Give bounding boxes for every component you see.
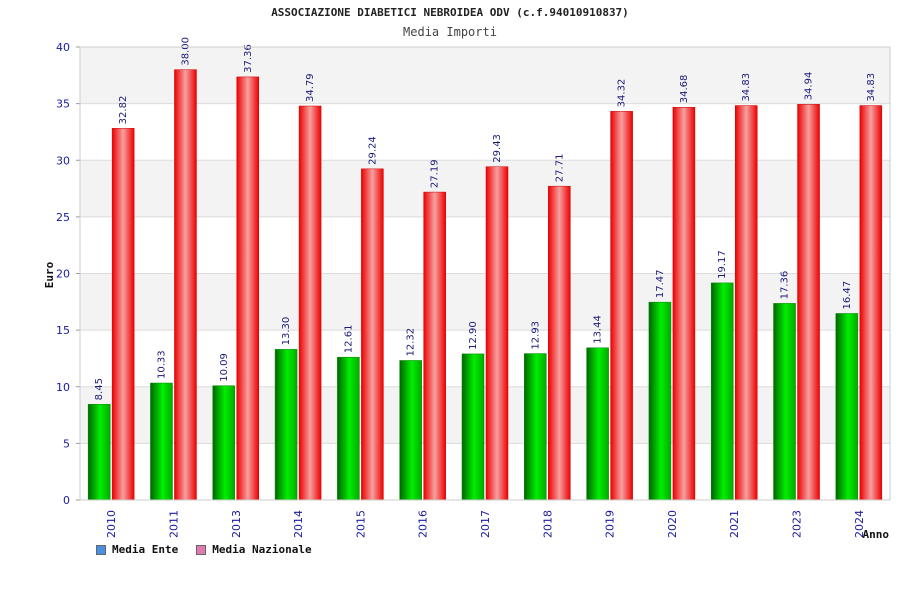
plot-band	[80, 386, 890, 444]
value-label: 37.36	[243, 44, 254, 73]
x-tick-label: 2021	[728, 510, 741, 538]
plot-band	[80, 160, 890, 217]
value-label: 34.68	[679, 75, 690, 104]
legend-swatch-media-nazionale	[196, 544, 207, 555]
bar-media-ente	[337, 356, 360, 501]
bar-media-nazionale	[174, 69, 197, 501]
y-tick-label: 25	[56, 211, 70, 224]
bar-media-ente	[835, 313, 859, 501]
value-label: 12.90	[468, 321, 479, 350]
value-label: 12.93	[530, 321, 541, 350]
bar-media-ente	[87, 404, 111, 501]
value-labels: 8.45 32.82 10.33 38.00 10.09 37.36 13.30 34.79 1…	[94, 37, 877, 400]
value-label: 10.09	[219, 353, 230, 382]
x-axis-title: Anno	[863, 528, 890, 541]
x-tick-label: 2024	[853, 510, 866, 538]
x-tick-label: 2023	[791, 510, 804, 538]
legend-item-media-nazionale: Media Nazionale	[196, 543, 312, 556]
bar-media-nazionale	[423, 191, 446, 501]
y-tick-label: 15	[56, 324, 70, 337]
value-label: 13.30	[281, 317, 292, 346]
bar-media-ente	[524, 353, 547, 501]
plot-band	[80, 47, 890, 104]
value-label: 12.61	[343, 325, 354, 354]
value-label: 27.71	[554, 154, 565, 183]
legend-label-media-ente: Media Ente	[112, 543, 179, 556]
plot-band	[80, 330, 890, 387]
x-tick-label: 2016	[417, 510, 430, 538]
legend-swatch-media-ente	[96, 544, 106, 555]
bar-media-nazionale	[672, 106, 696, 501]
x-tick-label: 2015	[354, 510, 367, 538]
value-label: 34.94	[804, 72, 815, 101]
bar-media-nazionale	[111, 128, 135, 501]
bar-media-ente	[399, 360, 422, 501]
value-label: 8.45	[94, 378, 105, 400]
bar-media-nazionale	[610, 111, 633, 501]
value-label: 17.36	[780, 271, 791, 300]
plot-band	[80, 103, 890, 161]
y-tick-label: 20	[56, 268, 70, 281]
bar-media-ente	[710, 282, 734, 501]
value-label: 13.44	[593, 315, 604, 344]
x-tick-label: 2020	[666, 510, 679, 538]
y-tick-label: 5	[63, 437, 70, 450]
x-tick-label: 2019	[604, 510, 617, 538]
bar-media-ente	[648, 301, 672, 501]
y-tick-label: 0	[63, 494, 70, 507]
value-label: 17.47	[655, 270, 666, 299]
y-tick-label: 30	[56, 154, 70, 167]
value-label: 34.83	[866, 73, 877, 102]
value-label: 29.24	[367, 136, 378, 165]
value-label: 16.47	[842, 281, 853, 310]
legend-item-media-ente: Media Ente	[96, 543, 178, 556]
value-label: 29.43	[492, 134, 503, 163]
x-tick-label: 2018	[541, 510, 554, 538]
x-tick-label: 2011	[167, 510, 180, 538]
value-label: 12.32	[406, 328, 417, 357]
chart-title: ASSOCIAZIONE DIABETICI NEBROIDEA ODV (c.…	[271, 6, 629, 19]
axes: 0 5 10 15 20 25 30 35 40 2010 2011 2013 2014 2015 2016…	[56, 41, 891, 538]
value-label: 34.79	[305, 73, 316, 102]
y-tick-label: 10	[56, 381, 70, 394]
legend-label-media-nazionale: Media Nazionale	[212, 543, 312, 556]
bar-media-nazionale	[797, 104, 820, 501]
y-tick-label: 40	[56, 41, 70, 54]
plot-band	[80, 443, 890, 500]
x-tick-label: 2017	[479, 510, 492, 538]
bar-media-ente	[274, 349, 298, 501]
x-tick-label: 2013	[230, 510, 243, 538]
bar-media-nazionale	[236, 76, 260, 501]
value-label: 10.33	[156, 350, 167, 379]
y-axis-title: Euro	[43, 261, 56, 288]
y-tick-label: 35	[56, 98, 70, 111]
bar-media-ente	[773, 303, 796, 501]
bar-media-nazionale	[548, 185, 571, 501]
bar-media-nazionale	[361, 168, 384, 501]
x-tick-label: 2010	[105, 510, 118, 538]
legend: Media Ente Media Nazionale	[96, 543, 312, 556]
plot-band	[80, 273, 890, 331]
value-label: 38.00	[180, 37, 191, 66]
bar-media-nazionale	[485, 166, 509, 501]
bar-media-nazionale	[298, 105, 322, 501]
value-label: 32.82	[118, 96, 129, 125]
bar-media-ente	[461, 353, 485, 501]
value-label: 27.19	[430, 159, 441, 188]
bar-media-nazionale	[734, 105, 758, 501]
chart-subtitle: Media Importi	[403, 25, 497, 39]
value-label: 19.17	[717, 250, 728, 279]
value-label: 34.83	[741, 73, 752, 102]
bars	[87, 69, 883, 501]
bar-media-ente	[150, 382, 173, 501]
value-label: 34.32	[617, 79, 628, 108]
x-tick-label: 2014	[292, 510, 305, 538]
bar-media-ente	[586, 347, 609, 501]
bar-media-ente	[212, 385, 236, 501]
plot-border	[79, 46, 891, 501]
plot-band	[80, 216, 890, 274]
bar-media-nazionale	[859, 105, 883, 501]
